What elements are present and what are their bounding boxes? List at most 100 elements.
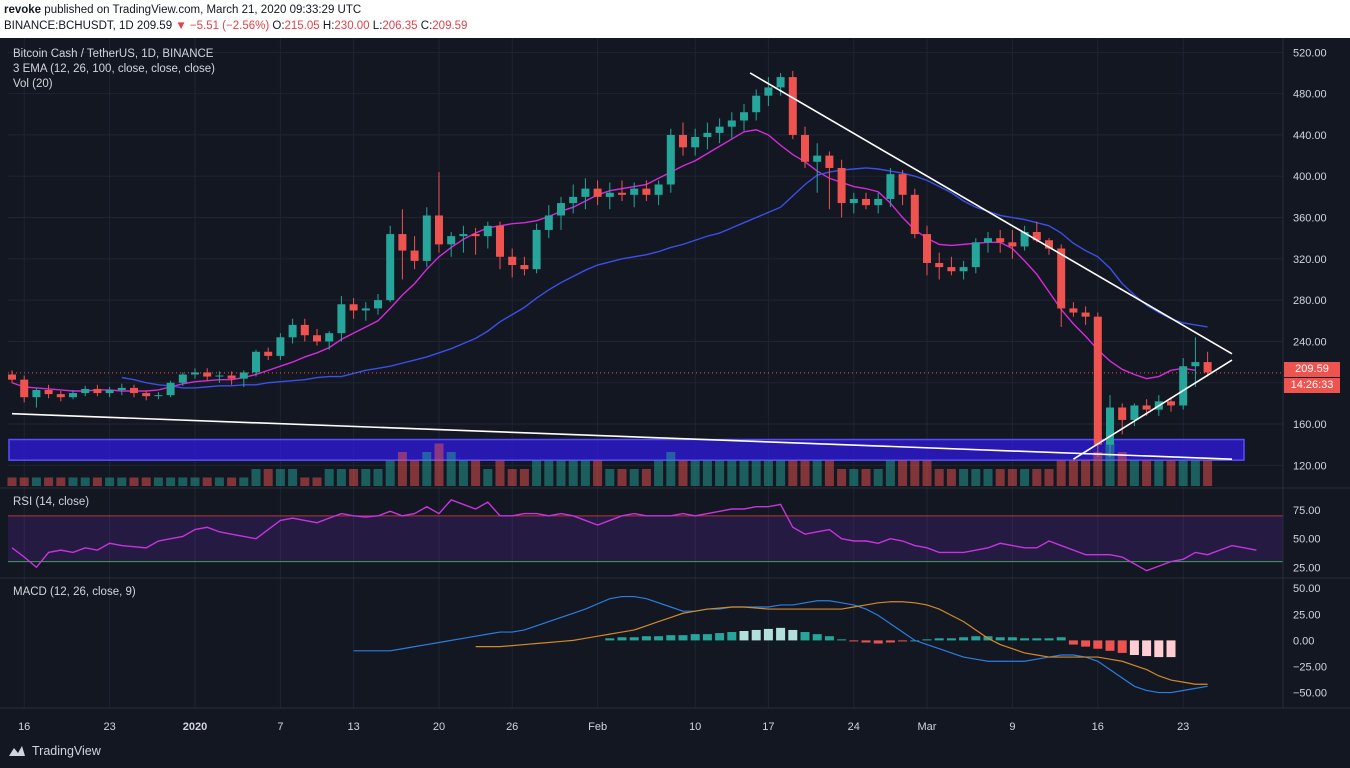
volume-bar	[861, 469, 871, 486]
candle-body	[483, 225, 492, 237]
price-tick-label: 520.00	[1293, 47, 1327, 59]
candle-body	[691, 136, 700, 148]
candle-body	[81, 388, 90, 394]
footer: TradingView	[0, 738, 1350, 768]
price-tick-label: 120.00	[1293, 460, 1327, 472]
candle-body	[679, 134, 687, 148]
volume-bar	[593, 460, 603, 486]
macd-legend[interactable]: MACD (12, 26, close, 9)	[13, 586, 136, 598]
rsi-tick-label: 50.00	[1293, 534, 1321, 546]
macd-histogram-bar	[1093, 640, 1103, 649]
macd-histogram-bar	[739, 631, 749, 641]
volume-bar	[1056, 460, 1066, 486]
volume-bar	[885, 460, 895, 486]
volume-bar	[824, 460, 834, 486]
macd-histogram-bar	[690, 634, 700, 641]
price-tick-label: 440.00	[1293, 130, 1327, 142]
volume-bar	[678, 460, 688, 486]
volume-bar	[1068, 460, 1078, 486]
date-tick-label: 13	[347, 721, 359, 733]
volume-bar	[507, 469, 517, 486]
volume-bar	[1190, 460, 1200, 486]
candle-body	[752, 95, 761, 113]
macd-histogram-bar	[849, 640, 859, 642]
trendline	[749, 72, 1233, 355]
date-tick-label: Mar	[918, 721, 937, 733]
candle-body	[313, 335, 321, 342]
candle-body	[801, 134, 809, 162]
volume-bar	[654, 460, 664, 486]
macd-histogram-bar	[1056, 637, 1066, 641]
volume-bar	[1166, 460, 1176, 486]
candle-body	[264, 351, 273, 356]
date-tick-label: 23	[1177, 721, 1189, 733]
volume-bar	[727, 460, 737, 486]
vol-legend[interactable]: Vol (20)	[13, 78, 53, 90]
date-tick-label: 20	[433, 721, 445, 733]
volume-bar	[788, 460, 798, 486]
macd-histogram-bar	[641, 636, 651, 641]
publish-header: revoke published on TradingView.com, Mar…	[0, 0, 1350, 38]
volume-bar	[263, 469, 273, 486]
volume-bar	[80, 477, 90, 486]
macd-histogram-bar	[654, 636, 664, 641]
volume-bar	[800, 460, 810, 486]
candle-body	[544, 215, 553, 230]
volume-bar	[519, 469, 529, 486]
macd-histogram-bar	[702, 634, 712, 641]
macd-histogram-bar	[1032, 638, 1042, 641]
volume-bar	[239, 477, 249, 486]
brand-name: TradingView	[32, 744, 101, 758]
candle-body	[1191, 362, 1200, 367]
candle-body	[666, 134, 675, 185]
tradingview-logo[interactable]: TradingView	[8, 744, 101, 758]
macd-histogram-bar	[1020, 638, 1030, 641]
volume-bar	[1081, 460, 1091, 486]
macd-histogram-bar	[800, 632, 810, 641]
candle-body	[1008, 242, 1017, 247]
volume-bars	[7, 443, 1213, 486]
date-tick-label: 24	[848, 721, 860, 733]
volume-bar	[495, 460, 505, 486]
volume-bar	[129, 477, 139, 486]
macd-histogram-bar	[788, 629, 798, 641]
candle-body	[398, 234, 407, 251]
macd-pane	[353, 595, 1208, 694]
open-label: O:	[272, 20, 285, 32]
volume-bar	[117, 477, 127, 486]
high-label: H:	[322, 20, 335, 32]
candle-body	[776, 77, 785, 88]
candle-body	[178, 374, 187, 383]
rsi-legend[interactable]: RSI (14, close)	[13, 496, 90, 508]
volume-bar	[434, 443, 444, 486]
candle-body	[410, 250, 419, 261]
volume-bar	[202, 477, 212, 486]
macd-histogram-bar	[605, 638, 615, 641]
macd-histogram-bar	[873, 640, 883, 644]
main-title: Bitcoin Cash / TetherUS, 1D, BINANCE	[13, 48, 214, 60]
volume-bar	[641, 469, 651, 486]
candle-body	[44, 389, 53, 395]
close-value: 209.59	[432, 20, 468, 32]
date-tick-label: 10	[689, 721, 701, 733]
price-tick-label: 400.00	[1293, 171, 1327, 183]
candle-body	[276, 337, 285, 356]
publisher-name[interactable]: revoke	[4, 4, 42, 16]
candle-body	[32, 389, 41, 398]
price-tick-label: 280.00	[1293, 295, 1327, 307]
candle-body	[203, 372, 212, 377]
candle-body	[654, 184, 663, 195]
last-price-tag: 209.59	[1284, 362, 1340, 377]
candle-body	[947, 267, 956, 272]
candle-body	[1167, 401, 1175, 406]
ema-legend[interactable]: 3 EMA (12, 26, 100, close, close, close)	[13, 63, 215, 75]
volume-bar	[580, 460, 590, 486]
volume-bar	[812, 460, 822, 486]
candle-body	[130, 387, 138, 394]
candle-body	[1032, 231, 1041, 241]
volume-bar	[910, 460, 920, 486]
volume-bar	[373, 469, 383, 486]
volume-bar	[178, 477, 188, 486]
chart-canvas[interactable]: 120.00 160.00 20 0.00 240.00 280.00 320.00 360.…	[0, 38, 1350, 738]
candle-body	[252, 351, 260, 373]
